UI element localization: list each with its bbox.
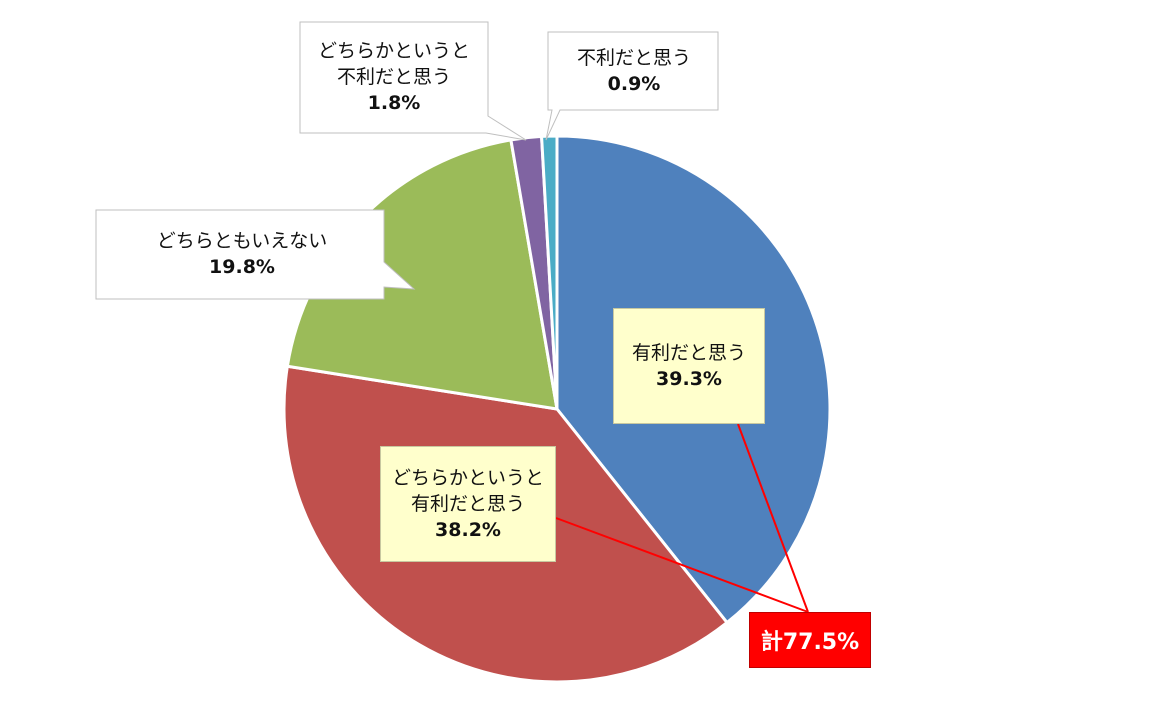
callout-frame-disadvantageous xyxy=(545,31,719,141)
slice-label-somewhat-advantageous: どちらかというと 有利だと思う 38.2% xyxy=(380,446,556,562)
slice-label-strongly-advantageous: 有利だと思う 39.3% xyxy=(613,308,765,424)
slice-name: どちらともいえない xyxy=(156,230,328,252)
slice-percent: 38.2% xyxy=(435,519,501,541)
slice-name-line2: 有利だと思う xyxy=(410,493,525,515)
total-connector-somewhat-advantageous xyxy=(555,517,809,613)
slice-label-somewhat-disadvantageous: どちらかというと 不利だと思う 1.8% xyxy=(302,24,486,130)
slice-name-line1: どちらかというと xyxy=(317,40,470,62)
slice-name: 有利だと思う xyxy=(631,342,746,364)
slice-percent: 0.9% xyxy=(607,73,661,95)
slice-percent: 19.8% xyxy=(209,256,275,278)
slice-name: 不利だと思う xyxy=(576,47,691,69)
slice-label-disadvantageous: 不利だと思う 0.9% xyxy=(552,34,716,108)
slice-name-line1: どちらかというと xyxy=(391,467,544,489)
slice-percent: 39.3% xyxy=(656,368,722,390)
slice-percent: 1.8% xyxy=(367,92,421,114)
total-connector-strongly-advantageous xyxy=(737,423,809,613)
callout-frame-somewhat-disadvantageous xyxy=(299,21,527,141)
slice-disadvantageous xyxy=(539,134,559,410)
callout-frame-neutral xyxy=(95,209,416,300)
total-annotation-box: 計77.5% xyxy=(749,612,871,668)
slice-label-neutral: どちらともいえない 19.8% xyxy=(100,212,384,296)
slice-name-line2: 不利だと思う xyxy=(336,66,451,88)
total-annotation-text: 計77.5% xyxy=(760,630,860,655)
